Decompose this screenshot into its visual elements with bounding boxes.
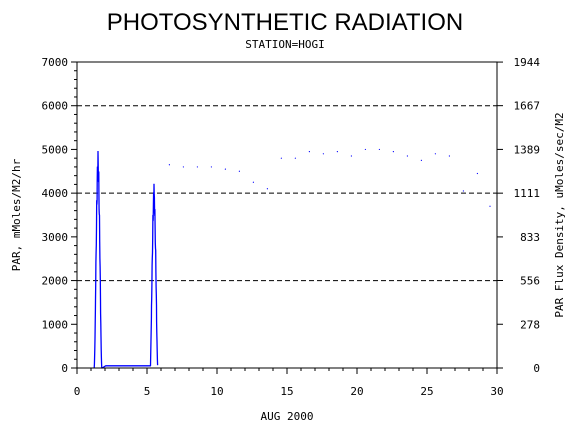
y2-tick-label: 0 — [533, 362, 540, 375]
y2-tick-label: 1667 — [514, 100, 541, 113]
daily-peak-point — [489, 205, 491, 207]
y2-tick-label: 556 — [520, 275, 540, 288]
data-series — [93, 148, 491, 369]
x-axis: 0 5 10 15 20 25 30 — [74, 368, 504, 398]
daily-peak-point — [238, 170, 240, 172]
daily-peak-point — [308, 151, 310, 153]
x-tick-label: 15 — [280, 385, 293, 398]
daily-peak-point — [350, 155, 352, 157]
daily-peak-point — [322, 153, 324, 155]
daily-peak-point — [364, 148, 366, 151]
y-tick-label: 0 — [61, 362, 68, 375]
chart-title: PHOTOSYNTHETIC RADIATION — [107, 9, 463, 36]
daily-peak-point — [210, 166, 212, 168]
y2-tick-label: 278 — [520, 318, 540, 331]
x-tick-label: 25 — [420, 385, 433, 398]
y-axis-right: 0 278 556 833 1111 1389 1667 1944 — [497, 56, 540, 375]
x-tick-label: 10 — [210, 385, 223, 398]
y2-tick-label: 1389 — [514, 143, 541, 156]
daily-peak-point — [294, 157, 296, 159]
daily-peak-point — [97, 151, 99, 153]
chart-subtitle: STATION=HOGI — [245, 38, 324, 51]
daily-peak-point — [168, 164, 170, 166]
daily-peak-point — [448, 155, 450, 157]
y-tick-label: 1000 — [42, 318, 69, 331]
daily-peak-point — [280, 157, 282, 159]
y2-tick-label: 1944 — [514, 56, 541, 69]
daily-peak-point — [420, 159, 422, 161]
x-axis-label: AUG 2000 — [261, 410, 314, 423]
y-axis-left: 0 1000 2000 3000 4000 5000 6000 7000 — [42, 56, 77, 375]
daily-peak-point — [392, 151, 394, 153]
daily-peak-point — [196, 166, 198, 168]
daily-peak-point — [153, 183, 155, 185]
x-tick-label: 20 — [350, 385, 363, 398]
daily-peak-point — [462, 190, 464, 192]
daily-peak-point — [182, 166, 184, 168]
x-tick-label: 30 — [490, 385, 503, 398]
y-tick-label: 2000 — [42, 275, 69, 288]
daily-peak-point — [266, 188, 268, 190]
y-tick-label: 3000 — [42, 231, 69, 244]
y-axis-label-right: PAR Flux Density, uMoles/sec/M2 — [553, 112, 566, 317]
y-tick-label: 5000 — [42, 143, 69, 156]
reference-lines — [77, 105, 497, 282]
y-tick-label: 6000 — [42, 100, 69, 113]
x-tick-label: 0 — [74, 385, 81, 398]
y-axis-label-left: PAR, mMoles/M2/hr — [10, 158, 23, 271]
daily-peak-point — [378, 148, 380, 151]
y-tick-label: 4000 — [42, 187, 69, 200]
par-series-line — [93, 150, 159, 369]
daily-peak-point — [252, 181, 254, 183]
y2-tick-label: 1111 — [514, 187, 541, 200]
x-tick-label: 5 — [144, 385, 151, 398]
daily-peak-point — [406, 155, 408, 157]
daily-peak-point — [476, 172, 478, 175]
y-tick-label: 7000 — [42, 56, 69, 69]
plot-frame — [76, 61, 498, 369]
daily-peak-point — [224, 168, 226, 170]
daily-peak-point — [434, 153, 436, 155]
daily-peak-point — [336, 151, 338, 153]
y2-tick-label: 833 — [520, 231, 540, 244]
